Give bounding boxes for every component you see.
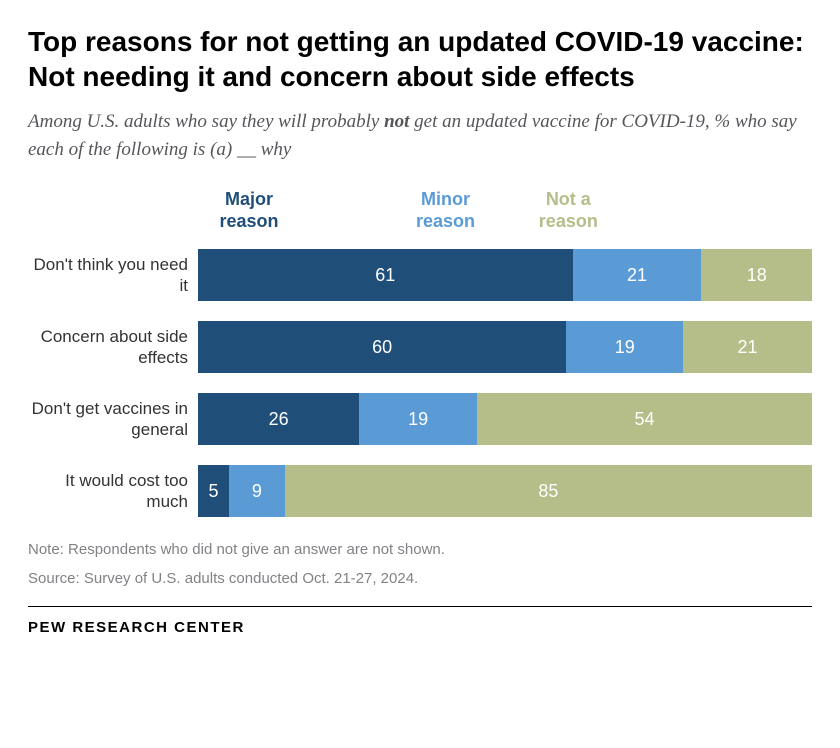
row-label: Don't think you need it [28,254,198,297]
chart-row: It would cost too much5985 [28,465,812,517]
bar: 612118 [198,249,812,301]
divider [28,606,812,607]
chart-note-line1: Note: Respondents who did not give an an… [28,539,812,562]
bar-segment: 85 [285,465,812,517]
legend-item: Majorreason [220,189,279,232]
subtitle-before: Among U.S. adults who say they will prob… [28,111,384,132]
chart-legend: Majorreason Minorreason Not areason [28,189,812,235]
legend-item: Not areason [539,189,598,232]
chart-note-line2: Source: Survey of U.S. adults conducted … [28,568,812,591]
subtitle-bold: not [384,111,409,132]
bar-segment: 19 [566,321,683,373]
chart-row: Don't get vaccines in general261954 [28,393,812,445]
bar-segment: 21 [573,249,702,301]
chart-row: Concern about side effects601921 [28,321,812,373]
bar: 5985 [198,465,812,517]
bar-segment: 26 [198,393,359,445]
bar-segment: 18 [701,249,812,301]
page-title: Top reasons for not getting an updated C… [28,24,812,94]
legend-item: Minorreason [416,189,475,232]
bar-segment: 60 [198,321,566,373]
bar-segment: 61 [198,249,573,301]
bar: 261954 [198,393,812,445]
bar-segment: 9 [229,465,285,517]
bar: 601921 [198,321,812,373]
chart-row: Don't think you need it612118 [28,249,812,301]
bar-segment: 19 [359,393,477,445]
row-label: Don't get vaccines in general [28,398,198,441]
chart-subtitle: Among U.S. adults who say they will prob… [28,108,812,163]
chart: Majorreason Minorreason Not areason Don't t… [28,189,812,517]
bar-segment: 5 [198,465,229,517]
row-label: Concern about side effects [28,326,198,369]
row-label: It would cost too much [28,470,198,513]
bar-segment: 54 [477,393,812,445]
attribution: PEW RESEARCH CENTER [28,619,812,636]
bar-segment: 21 [683,321,812,373]
